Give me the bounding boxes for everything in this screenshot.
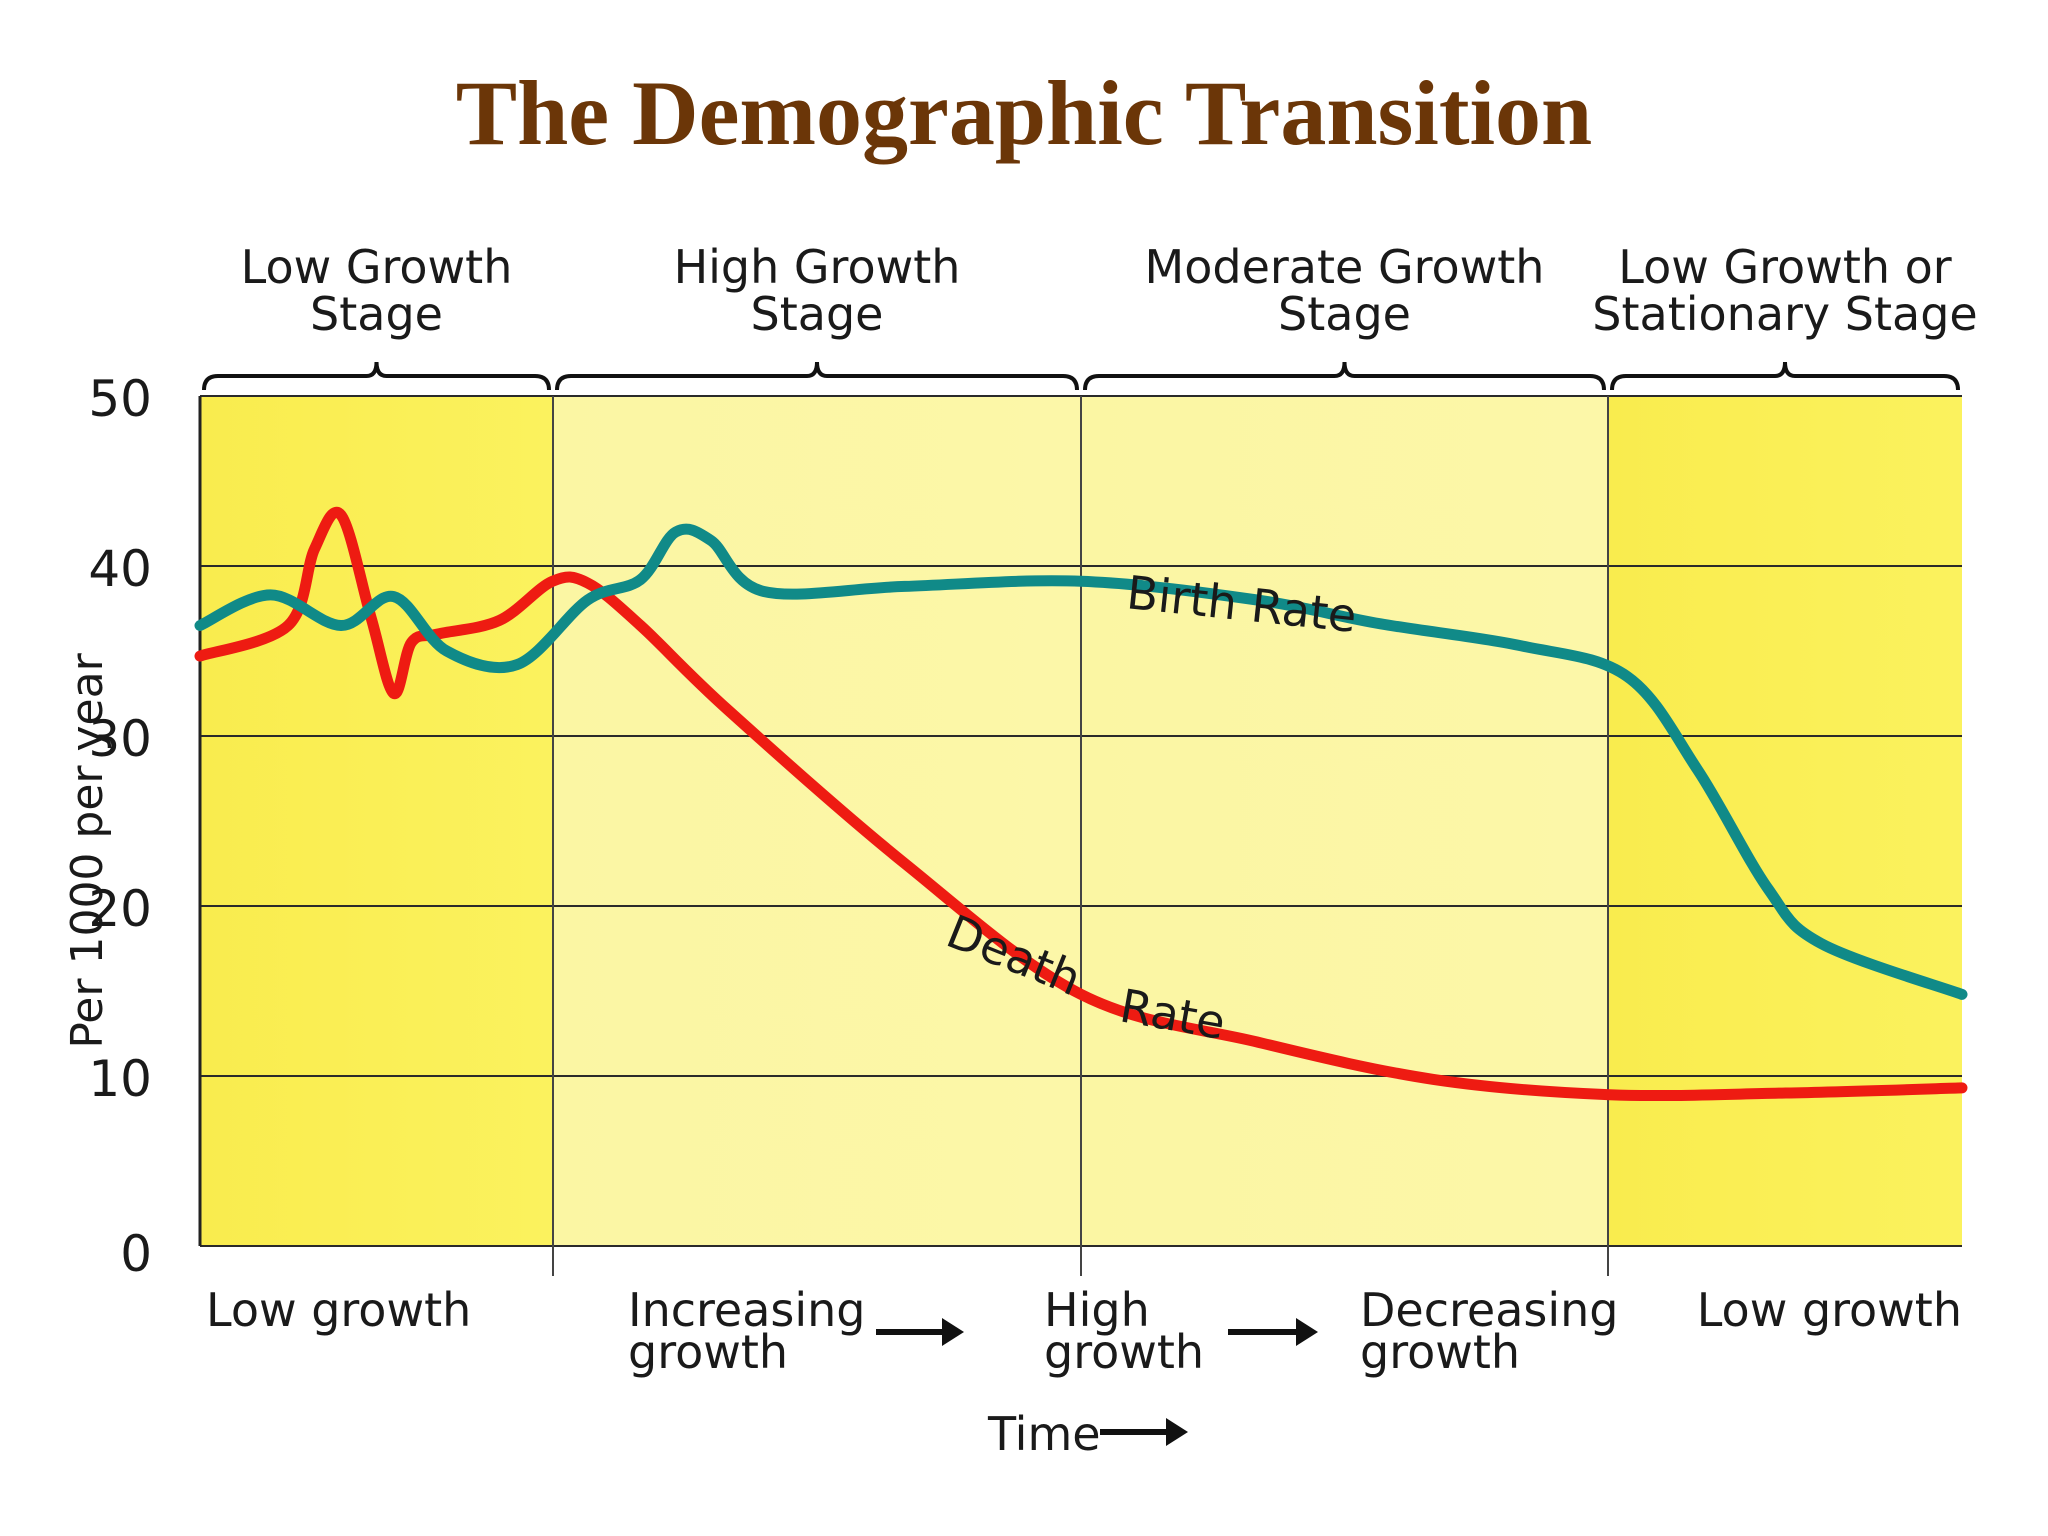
y-tick-label: 40 [88, 540, 152, 598]
y-tick-label: 20 [88, 880, 152, 938]
growth-label: Low growth [206, 1283, 471, 1337]
death-rate-line [194, 506, 1968, 1102]
y-tick-label: 0 [120, 1225, 152, 1283]
growth-label: Decreasing [1360, 1283, 1619, 1337]
growth-label: Increasing [628, 1283, 866, 1337]
y-axis-title: Per 1000 per year [62, 652, 113, 1048]
stage-bracket [1610, 361, 1960, 391]
stage-label: Stage [1278, 287, 1411, 341]
growth-label: growth [1044, 1325, 1204, 1379]
stage-label: Low Growth or [1618, 240, 1951, 294]
stage-background [1081, 396, 1608, 1246]
growth-label: Low growth [1697, 1283, 1962, 1337]
x-axis-title: Time [987, 1407, 1101, 1461]
growth-label: growth [1360, 1325, 1520, 1379]
stage-label: Moderate Growth [1145, 240, 1545, 294]
stage-label: High Growth [674, 240, 961, 294]
stage-background [553, 396, 1081, 1246]
page-title: The Demographic Transition [455, 62, 1593, 164]
stage-label: Low Growth [241, 240, 513, 294]
growth-arrow-head [1296, 1318, 1318, 1346]
y-tick-label: 50 [88, 370, 152, 428]
growth-label: High [1044, 1283, 1150, 1337]
stage-background [1608, 396, 1962, 1246]
growth-arrow-head [942, 1318, 964, 1346]
stage-label: Stationary Stage [1592, 287, 1977, 341]
birth-rate-line [194, 523, 1968, 1000]
time-arrow-head [1166, 1418, 1188, 1446]
y-tick-label: 30 [88, 710, 152, 768]
growth-label: growth [628, 1325, 788, 1379]
stage-label: Stage [310, 287, 443, 341]
stage-bracket [1083, 361, 1606, 391]
y-tick-label: 10 [88, 1050, 152, 1108]
stage-background [200, 396, 553, 1246]
stage-bracket [202, 361, 551, 391]
stage-bracket [555, 361, 1079, 391]
stage-label: Stage [751, 287, 884, 341]
